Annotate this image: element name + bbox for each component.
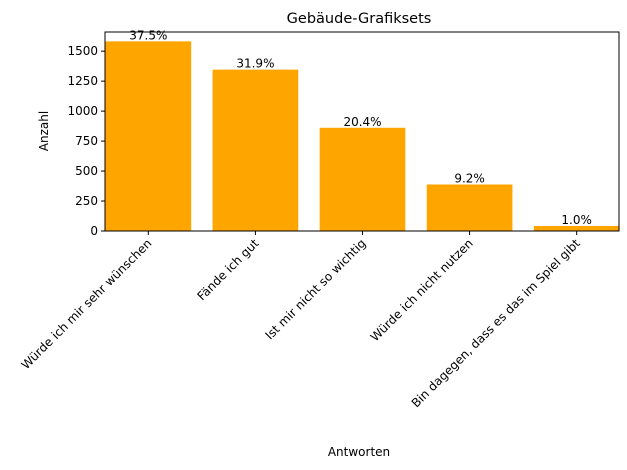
bar-value-label: 9.2%	[454, 171, 485, 185]
x-axis-label: Antworten	[328, 445, 390, 459]
bar	[105, 41, 192, 231]
y-tick-label: 1500	[67, 44, 98, 58]
y-tick-label: 1000	[67, 104, 98, 118]
bar	[533, 225, 620, 231]
bar	[212, 69, 299, 231]
bar	[426, 184, 513, 231]
bar-value-label: 31.9%	[236, 57, 274, 71]
x-tick-label: Ist mir nicht so wichtig	[262, 236, 368, 342]
x-tick-label: Würde ich mir sehr wünschen	[19, 236, 155, 372]
x-tick-label: Fände ich gut	[194, 236, 261, 303]
x-tick-label: Würde ich nicht nutzen	[368, 236, 476, 344]
bar-value-label: 37.5%	[129, 28, 167, 42]
y-tick-label: 750	[75, 134, 98, 148]
bar-value-label: 20.4%	[343, 115, 381, 129]
x-tick-label: Bin dagegen, dass es das im Spiel gibt	[409, 236, 583, 410]
y-tick-label: 250	[75, 194, 98, 208]
bar-value-label: 1.0%	[561, 213, 592, 227]
chart-title: Gebäude-Grafiksets	[287, 11, 432, 27]
plot-area: 37.5% 31.9% 20.4% 9.2% 1.0% 0 250 500 750 1000 125…	[19, 28, 620, 410]
bar	[319, 127, 406, 231]
y-tick-label: 500	[75, 164, 98, 178]
y-tick-label: 1250	[67, 74, 98, 88]
y-tick-label: 0	[90, 224, 98, 238]
y-axis-label: Anzahl	[37, 111, 51, 151]
